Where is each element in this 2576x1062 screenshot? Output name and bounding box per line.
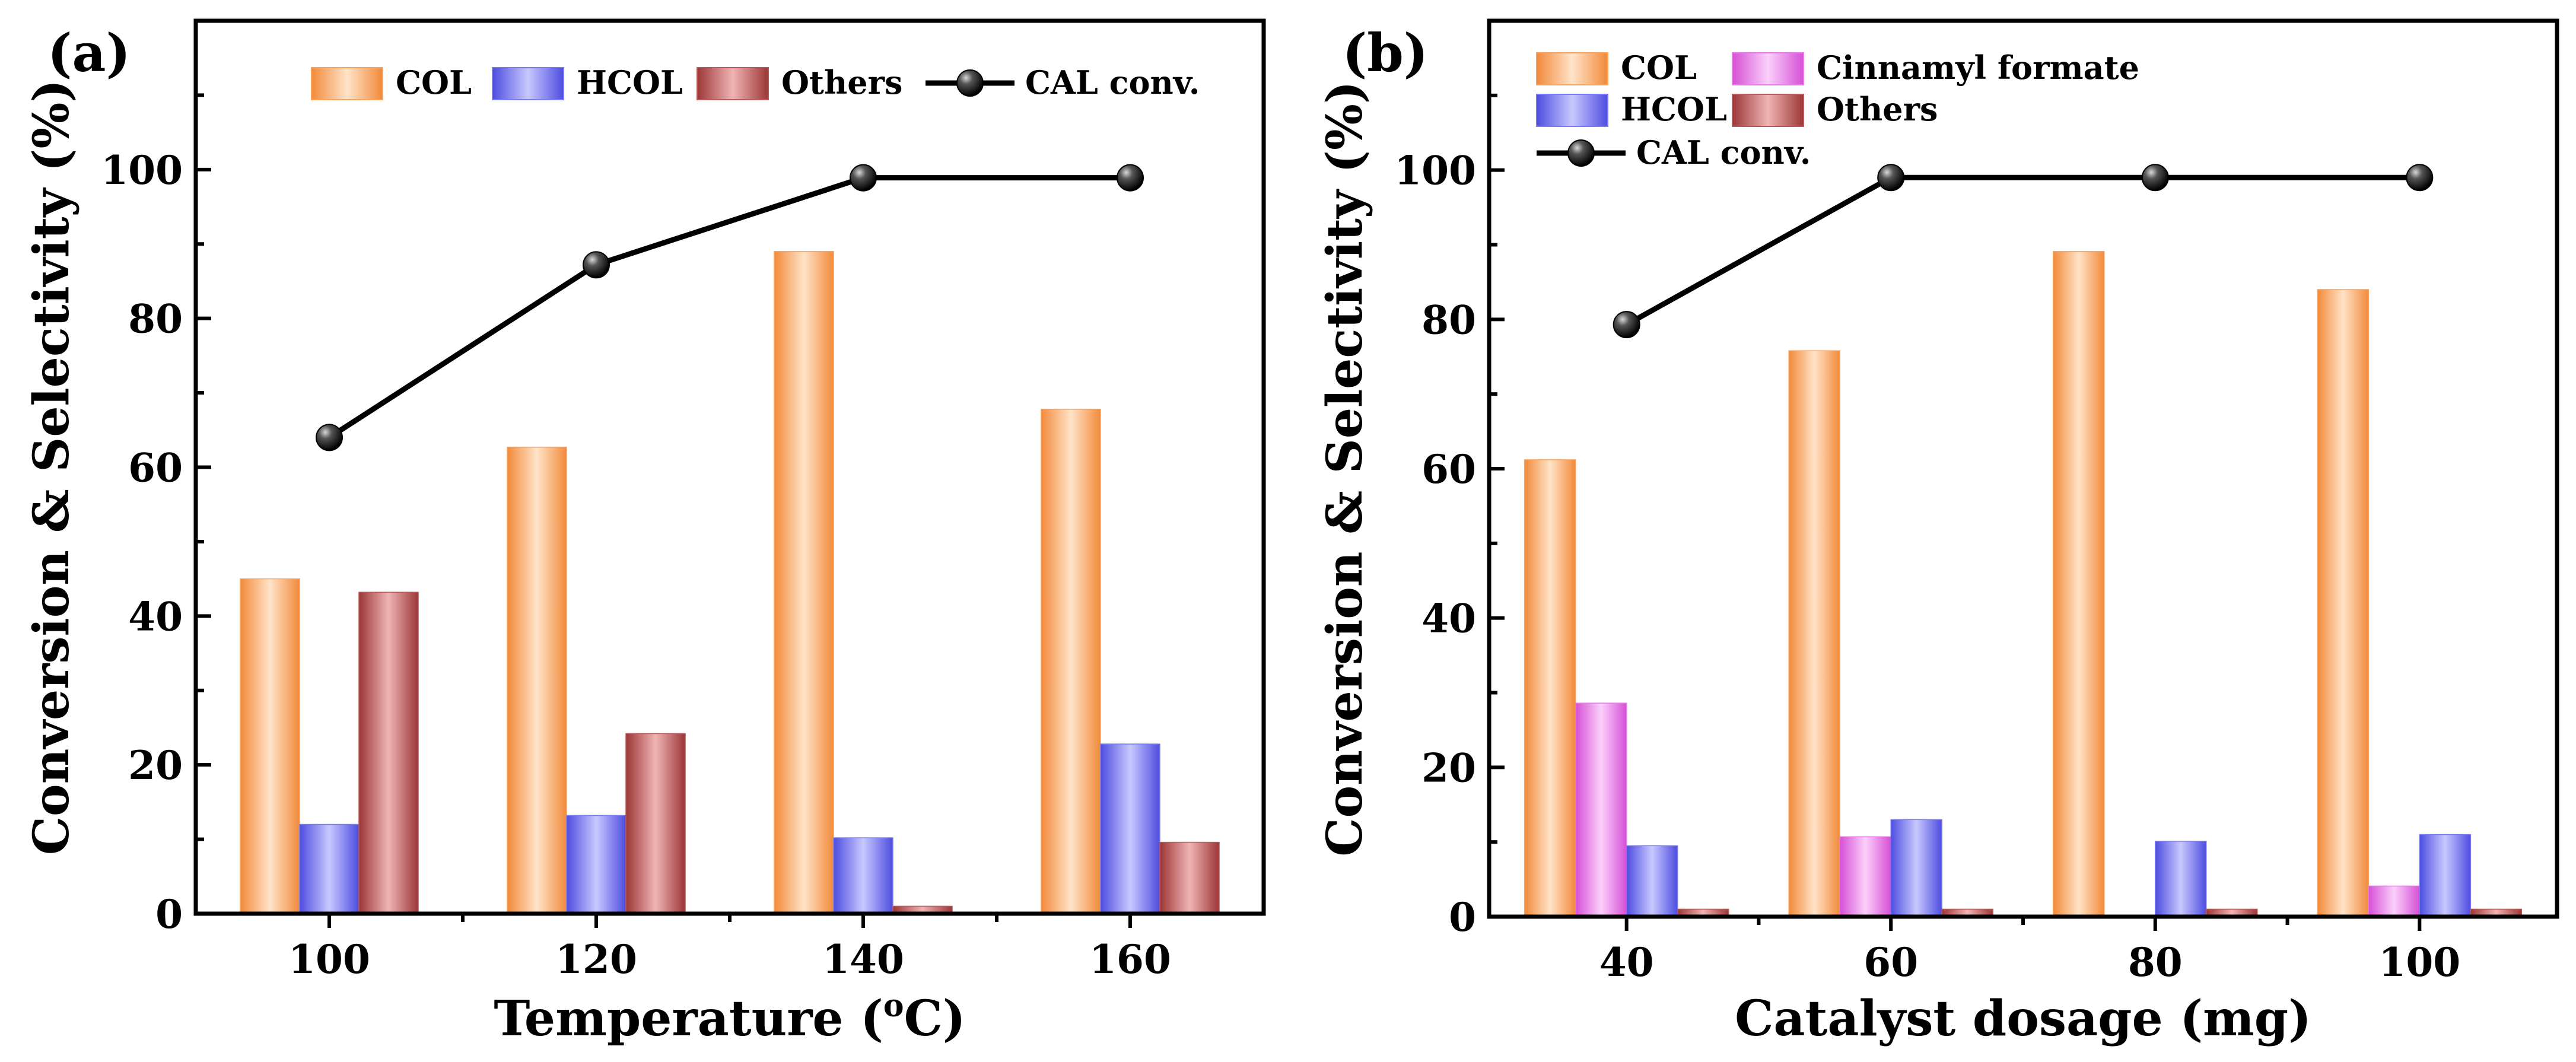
panel-a-bar-others-160 [1159, 841, 1220, 914]
panel-b-bar-hcol-80 [2155, 841, 2207, 917]
panel-b-bar-cinnamyl-formate-60 [1839, 836, 1891, 917]
panel-b-legend-label-hcol: HCOL [1621, 90, 1727, 128]
panel-b-label: (b) [1343, 22, 1429, 84]
panel-a-ytick-label-40: 40 [128, 593, 183, 640]
panel-b-xtick-label-40: 40 [1599, 939, 1654, 985]
panel-b-bar-col-60 [1788, 350, 1840, 917]
panel-a-bar-col-120 [507, 446, 567, 914]
panel-b-xtick-label-60: 60 [1863, 939, 1918, 985]
panel-a-xtick-label-100: 100 [288, 936, 370, 982]
panel-a-bar-others-100 [358, 592, 419, 914]
panel-b-xtick-label-80: 80 [2128, 939, 2183, 985]
panel-b-bar-cinnamyl-formate-100 [2368, 885, 2421, 917]
panel-a-legend-marker-cal-conv [956, 69, 984, 97]
panel-b-legend-label-others: Others [1817, 90, 1938, 128]
panel-b-ytick-label-0: 0 [1449, 894, 1476, 940]
panel-a-legend-label-col: COL [396, 63, 472, 101]
panel-a-legend-label-others: Others [781, 63, 902, 101]
panel-b-cal-conv-point-40 [1613, 311, 1640, 339]
panel-b-ytick-label-40: 40 [1421, 596, 1476, 642]
panel-a-cal-conv-line [327, 175, 1130, 440]
panel-b-bar-col-80 [2053, 251, 2105, 917]
panel-a-cal-conv-point-120 [583, 251, 610, 279]
panel-b-ytick-label-20: 20 [1421, 745, 1476, 791]
panel-a-ytick-label-60: 60 [128, 445, 183, 491]
panel-a-ytick-label-80: 80 [128, 296, 183, 342]
panel-b-legend-marker-cal-conv [1567, 139, 1595, 167]
panel-b-legend-swatch-hcol [1536, 94, 1608, 127]
panel-a-legend-swatch-col [311, 67, 383, 100]
panel-b-chart: (b) 0 20 40 60 80 100 40 60 80 100 Catalyst dosage … [1316, 18, 2559, 1047]
panel-b-legend-swatch-cinnamyl-formate [1732, 52, 1804, 85]
panel-a-cal-conv-point-160 [1117, 164, 1144, 192]
panel-b-bar-col-40 [1524, 459, 1576, 917]
panel-a-yaxis-label: Conversion & Selectivity (%) [23, 80, 80, 855]
panel-b-bar-cinnamyl-formate-40 [1575, 702, 1627, 917]
panel-a-legend-swatch-others [697, 67, 769, 100]
panel-a-bar-others-120 [625, 733, 686, 914]
panel-a-cal-conv-point-100 [316, 424, 343, 451]
panel-a-ytick-label-0: 0 [155, 891, 183, 937]
panel-a-xtick-label-120: 120 [555, 936, 637, 982]
panel-b-cal-conv-point-60 [1877, 164, 1905, 192]
panel-b-bar-col-100 [2317, 289, 2370, 917]
panel-b-bar-hcol-40 [1626, 845, 1678, 917]
panel-a-bar-col-100 [240, 578, 300, 914]
panel-b-xaxis-label: Catalyst dosage (mg) [1735, 990, 2311, 1047]
panel-b-bar-hcol-100 [2419, 834, 2472, 917]
panel-b-cal-conv-point-100 [2406, 164, 2434, 192]
panel-a-bar-hcol-140 [833, 837, 893, 914]
panel-a-ytick-label-20: 20 [128, 742, 183, 788]
panel-a-bar-col-160 [1041, 408, 1101, 914]
panel-a-bar-col-140 [774, 251, 834, 914]
panel-b-legend-label-cinnamyl-formate: Cinnamyl formate [1817, 49, 2139, 87]
panel-a-legend-swatch-hcol [492, 67, 564, 100]
panel-b-cal-conv-line [1625, 174, 2420, 327]
panel-a-bar-hcol-100 [299, 823, 360, 914]
panel-b-ytick-label-100: 100 [1394, 148, 1476, 194]
panel-a-legend-label-hcol: HCOL [577, 63, 683, 101]
panel-a-xtick-label-140: 140 [822, 936, 904, 982]
panel-a-ytick-label-100: 100 [101, 147, 183, 193]
panel-a-xaxis-label: Temperature (oC) [494, 988, 965, 1047]
panel-a-chart: (a) 0 20 40 60 80 100 100 120 140 160 Temperature (… [23, 18, 1266, 1047]
panel-a-label: (a) [47, 22, 131, 84]
panel-b-legend-label-cal-conv: CAL conv. [1636, 133, 1811, 171]
panel-b-legend-swatch-col [1536, 52, 1608, 85]
panel-a-bar-hcol-120 [566, 815, 626, 914]
panel-b-legend-swatch-others [1732, 94, 1804, 127]
panel-b-cal-conv-point-80 [2141, 164, 2169, 192]
panel-b-yaxis-label: Conversion & Selectivity (%) [1316, 81, 1373, 856]
panel-a-legend-label-cal-conv: CAL conv. [1025, 63, 1200, 101]
panel-b-ytick-label-60: 60 [1421, 446, 1476, 492]
panel-b-ytick-label-80: 80 [1421, 297, 1476, 343]
panel-b-xtick-label-100: 100 [2378, 939, 2460, 985]
panel-b-bar-hcol-60 [1890, 819, 1942, 917]
panel-b-legend-label-col: COL [1621, 49, 1697, 87]
panel-a-bar-hcol-160 [1100, 743, 1160, 914]
panel-a-cal-conv-point-140 [850, 164, 877, 192]
panel-a-xtick-label-160: 160 [1089, 936, 1171, 982]
